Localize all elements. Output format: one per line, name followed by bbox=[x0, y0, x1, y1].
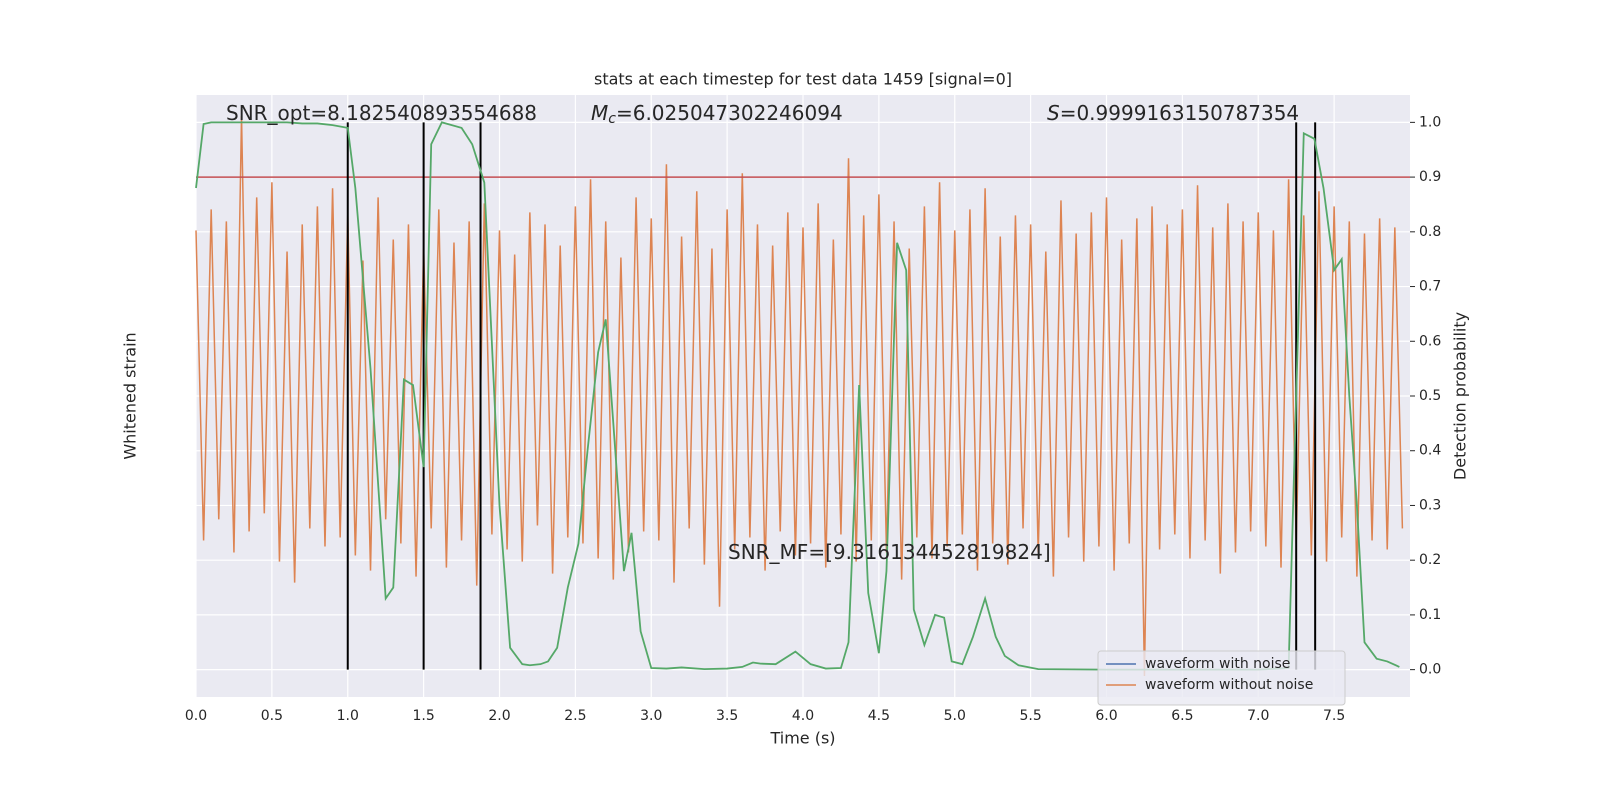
x-tick-label: 5.5 bbox=[1019, 708, 1041, 724]
annotation-text: =6.025047302246094 bbox=[616, 101, 843, 125]
legend-box bbox=[1097, 650, 1346, 706]
x-tick-label: 1.0 bbox=[337, 708, 359, 724]
annotation-symbol: S bbox=[1047, 101, 1060, 125]
x-tick-label: 3.0 bbox=[640, 708, 662, 724]
y2-tick-label: 0.0 bbox=[1419, 662, 1441, 678]
annotation: S=0.9999163150787354 bbox=[1047, 101, 1299, 125]
x-tick-label: 7.5 bbox=[1323, 708, 1345, 724]
y2-tick-label: 0.5 bbox=[1419, 388, 1441, 404]
y2-axis-label: Detection probability bbox=[1451, 312, 1470, 480]
y2-tick-label: 0.9 bbox=[1419, 169, 1441, 185]
x-tick-label: 2.5 bbox=[564, 708, 586, 724]
chart-title: stats at each timestep for test data 145… bbox=[594, 70, 1012, 89]
annotation-text: SNR_opt=8.182540893554688 bbox=[226, 101, 537, 125]
annotation-symbol: M bbox=[591, 101, 608, 125]
annotation-text: SNR_MF=[9.316134452819824] bbox=[728, 540, 1051, 564]
y2-tick-label: 0.8 bbox=[1419, 224, 1441, 240]
y2-tick-label: 0.7 bbox=[1419, 279, 1441, 295]
x-tick-label: 6.0 bbox=[1095, 708, 1117, 724]
x-tick-label: 4.0 bbox=[792, 708, 814, 724]
y2-tick-label: 0.6 bbox=[1419, 333, 1441, 349]
y2-tick-label: 0.1 bbox=[1419, 607, 1441, 623]
y2-tick-label: 0.3 bbox=[1419, 497, 1441, 513]
x-tick-label: 2.0 bbox=[488, 708, 510, 724]
x-axis-label: Time (s) bbox=[769, 729, 835, 748]
x-tick-label: 3.5 bbox=[716, 708, 738, 724]
y2-tick-label: 0.4 bbox=[1419, 443, 1441, 459]
annotation: Mc=6.025047302246094 bbox=[591, 101, 843, 128]
y2-tick-label: 1.0 bbox=[1419, 114, 1441, 130]
x-tick-label: 0.5 bbox=[261, 708, 283, 724]
x-tick-label: 6.5 bbox=[1171, 708, 1193, 724]
annotation: SNR_opt=8.182540893554688 bbox=[226, 101, 537, 125]
x-tick-label: 5.0 bbox=[944, 708, 966, 724]
annotation-text: =0.9999163150787354 bbox=[1060, 101, 1299, 125]
y-axis-label: Whitened strain bbox=[121, 332, 140, 459]
x-tick-label: 0.0 bbox=[185, 708, 207, 724]
x-tick-label: 7.0 bbox=[1247, 708, 1269, 724]
series-line bbox=[195, 116, 1404, 676]
legend-label: waveform without noise bbox=[1145, 677, 1313, 693]
annotation: SNR_MF=[9.316134452819824] bbox=[728, 540, 1051, 564]
series-line bbox=[195, 121, 1400, 671]
legend-label: waveform with noise bbox=[1145, 656, 1290, 672]
y2-tick-label: 0.2 bbox=[1419, 552, 1441, 568]
x-tick-label: 4.5 bbox=[868, 708, 890, 724]
x-tick-label: 1.5 bbox=[412, 708, 434, 724]
annotation-subscript: c bbox=[608, 111, 616, 127]
